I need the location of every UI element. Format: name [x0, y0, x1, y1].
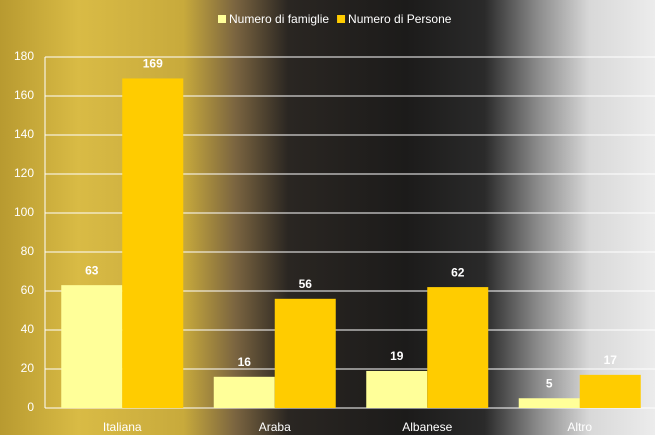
bar: [519, 398, 580, 408]
data-label: 56: [299, 277, 313, 291]
bar: [580, 375, 641, 408]
x-tick-label: Altro: [567, 420, 592, 434]
data-label: 63: [85, 263, 99, 277]
legend-swatch: [218, 15, 226, 23]
legend-swatch: [337, 15, 345, 23]
y-tick-label: 180: [14, 49, 34, 63]
y-tick-label: 0: [27, 400, 34, 414]
y-tick-label: 160: [14, 88, 34, 102]
bar: [61, 285, 122, 408]
x-tick-label: Araba: [259, 420, 291, 434]
data-label: 169: [143, 57, 163, 71]
y-tick-label: 140: [14, 127, 34, 141]
bar: [427, 287, 488, 408]
bar: [122, 78, 183, 408]
y-tick-label: 100: [14, 205, 34, 219]
data-label: 16: [238, 355, 252, 369]
bar: [366, 371, 427, 408]
x-tick-label: Albanese: [402, 420, 452, 434]
chart: 0 20 40 60 80 100 120 140 160 180 Numero di famigl…: [0, 0, 655, 435]
y-tick-label: 40: [21, 322, 35, 336]
bar: [214, 377, 275, 408]
legend-label: Numero di Persone: [348, 12, 452, 26]
bar: [275, 299, 336, 408]
x-tick-label: Italiana: [103, 420, 142, 434]
y-tick-label: 20: [21, 361, 35, 375]
legend-label: Numero di famiglie: [229, 12, 329, 26]
y-tick-label: 120: [14, 166, 34, 180]
y-tick-label: 80: [21, 244, 35, 258]
data-label: 19: [390, 349, 404, 363]
data-label: 5: [546, 376, 553, 390]
data-label: 17: [604, 353, 618, 367]
data-label: 62: [451, 265, 465, 279]
y-tick-label: 60: [21, 283, 35, 297]
